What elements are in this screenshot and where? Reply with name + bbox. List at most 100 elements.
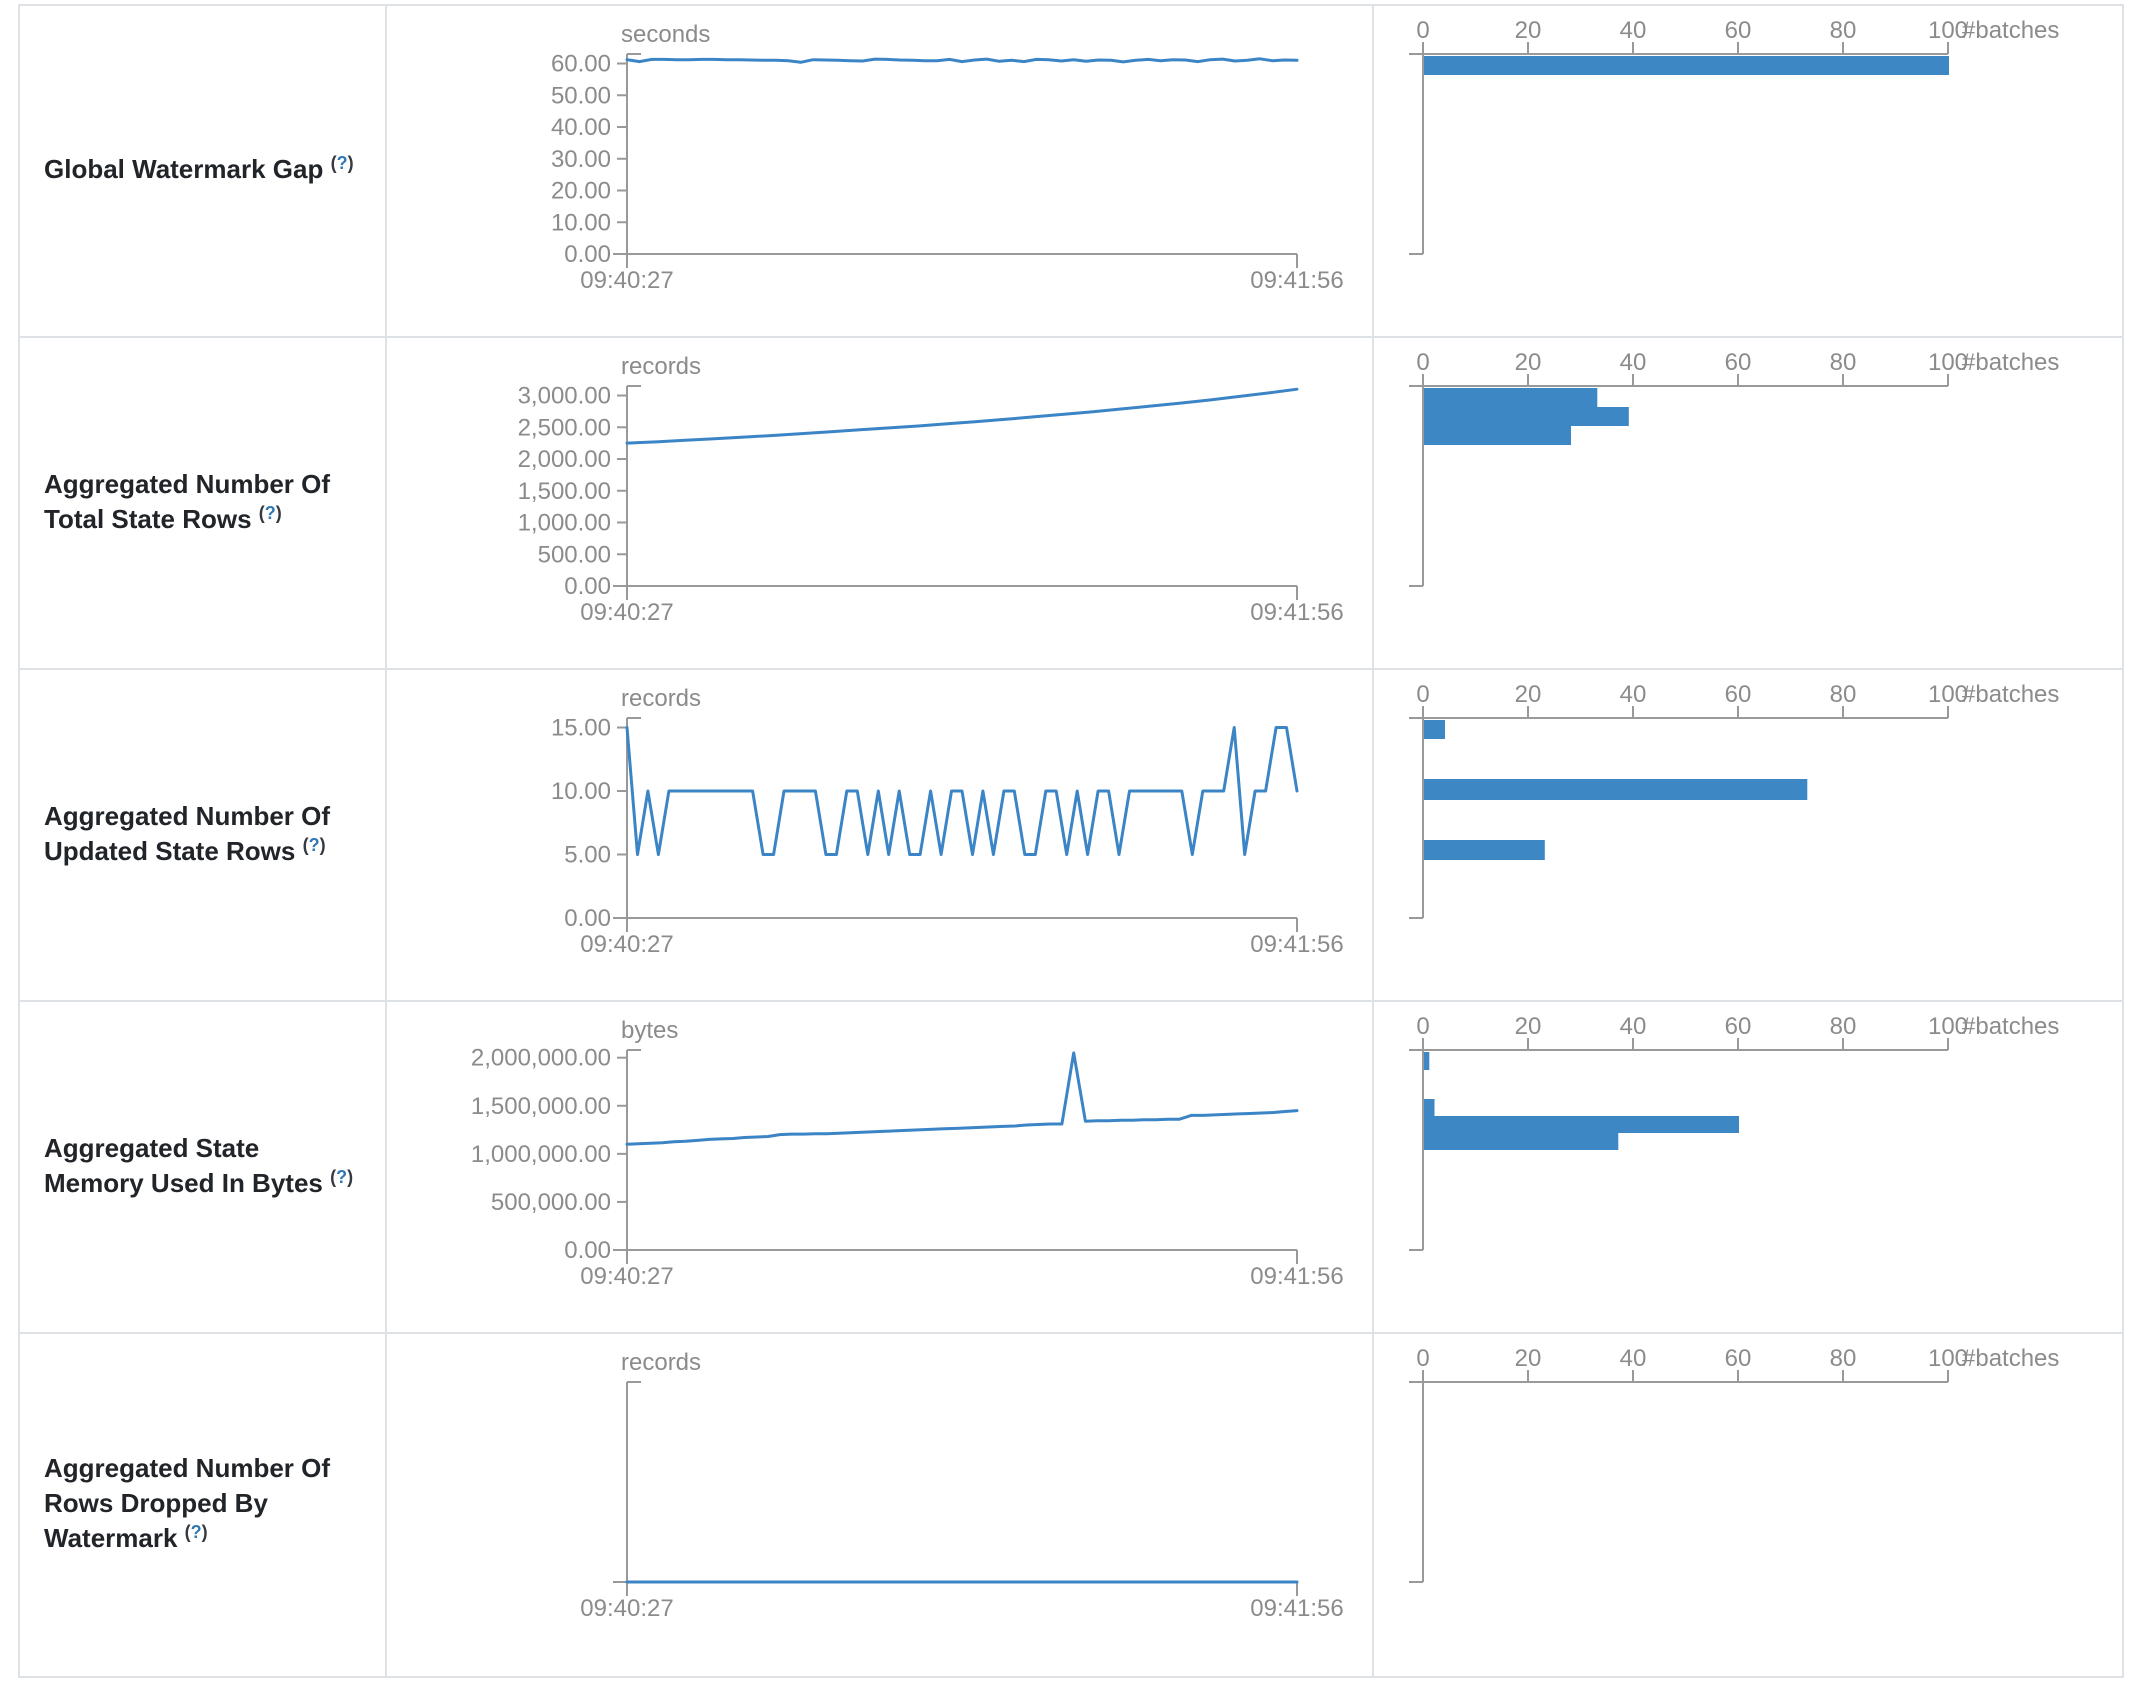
svg-text:0.00: 0.00	[564, 905, 611, 932]
svg-text:0: 0	[1416, 1013, 1429, 1040]
svg-text:2,500.00: 2,500.00	[518, 414, 611, 441]
svg-text:80: 80	[1830, 17, 1857, 44]
histogram-chart: 0 20 40 60 80 100#batches	[1409, 17, 2059, 255]
svg-text:#batches: #batches	[1962, 1013, 2059, 1040]
svg-text:50.00: 50.00	[551, 82, 611, 109]
svg-text:40: 40	[1620, 1013, 1647, 1040]
svg-text:100: 100	[1928, 681, 1968, 708]
metric-row-global-watermark-gap: Global Watermark Gap (?) seconds 60.00 50.…	[20, 6, 2122, 338]
svg-text:3,000.00: 3,000.00	[518, 383, 611, 410]
metric-label-cell: Aggregated Number Of Total State Rows (?…	[20, 338, 387, 668]
svg-text:0.00: 0.00	[564, 1237, 611, 1264]
svg-text:0: 0	[1416, 1345, 1429, 1372]
metric-row-updated-state-rows: Aggregated Number Of Updated State Rows …	[20, 670, 2122, 1002]
metric-row-rows-dropped-by-watermark: Aggregated Number Of Rows Dropped By Wat…	[20, 1334, 2122, 1676]
svg-text:0.00: 0.00	[564, 241, 611, 268]
svg-text:30.00: 30.00	[551, 146, 611, 173]
svg-text:60: 60	[1725, 1013, 1752, 1040]
help-link[interactable]: (?)	[330, 1166, 354, 1187]
svg-text:09:41:56: 09:41:56	[1250, 267, 1343, 294]
histogram-chart: 0 20 40 60 80 100#batches	[1409, 1345, 2059, 1583]
svg-text:#batches: #batches	[1962, 1345, 2059, 1372]
metric-label-text: Aggregated Number Of Updated State Rows	[44, 800, 331, 866]
help-question-icon: ?	[336, 1166, 348, 1187]
metric-label-cell: Global Watermark Gap (?)	[20, 6, 387, 336]
svg-text:1,000,000.00: 1,000,000.00	[471, 1141, 611, 1168]
svg-text:1,500,000.00: 1,500,000.00	[471, 1093, 611, 1120]
help-question-icon: ?	[336, 153, 348, 173]
timeline-cell: records 3,000.00 2,500.00 2,000.00 1,500.00 1…	[387, 338, 1374, 668]
svg-text:60: 60	[1725, 681, 1752, 708]
svg-text:seconds: seconds	[621, 21, 710, 48]
svg-text:10.00: 10.00	[551, 209, 611, 236]
svg-text:20: 20	[1515, 17, 1542, 44]
svg-text:15.00: 15.00	[551, 715, 611, 742]
histogram-cell: 0 20 40 60 80 100 #batches	[1374, 1334, 2122, 1676]
svg-text:20: 20	[1515, 1013, 1542, 1040]
help-question-icon: ?	[308, 834, 320, 855]
svg-text:09:40:27: 09:40:27	[580, 931, 673, 958]
timeline-chart: bytes 2,000,000.00 1,500,000.00 1,000,000.0…	[471, 1017, 1344, 1290]
svg-text:0: 0	[1416, 681, 1429, 708]
metric-label: Aggregated Number Of Updated State Rows …	[44, 799, 365, 872]
svg-text:80: 80	[1830, 1345, 1857, 1372]
metric-label: Aggregated Number Of Total State Rows (?…	[44, 467, 365, 540]
metric-label-text: Aggregated State Memory Used In Bytes	[44, 1132, 323, 1198]
metric-label-cell: Aggregated Number Of Updated State Rows …	[20, 670, 387, 1000]
help-link[interactable]: (?)	[302, 834, 326, 855]
svg-text:100: 100	[1928, 1345, 1968, 1372]
svg-text:20: 20	[1515, 681, 1542, 708]
svg-text:records: records	[621, 353, 701, 380]
histogram-cell: 0 20 40 60 80 100 #batches	[1374, 1002, 2122, 1332]
metric-label: Aggregated Number Of Rows Dropped By Wat…	[44, 1451, 365, 1559]
svg-text:2,000.00: 2,000.00	[518, 446, 611, 473]
svg-text:bytes: bytes	[621, 1017, 678, 1044]
svg-text:100: 100	[1928, 17, 1968, 44]
timeline-cell: bytes 2,000,000.00 1,500,000.00 1,000,000.0…	[387, 1002, 1374, 1332]
svg-text:40: 40	[1620, 1345, 1647, 1372]
svg-text:09:41:56: 09:41:56	[1250, 599, 1343, 626]
svg-text:80: 80	[1830, 1013, 1857, 1040]
svg-text:0.00: 0.00	[564, 573, 611, 600]
timeline-chart: seconds 60.00 50.00 40.00 30.00 20.00 10.00 0.0…	[551, 21, 1344, 294]
svg-text:100: 100	[1928, 1013, 1968, 1040]
metric-label-cell: Aggregated State Memory Used In Bytes (?…	[20, 1002, 387, 1332]
svg-text:20.00: 20.00	[551, 178, 611, 205]
svg-text:#batches: #batches	[1962, 17, 2059, 44]
svg-text:09:40:27: 09:40:27	[580, 599, 673, 626]
svg-text:80: 80	[1830, 349, 1857, 376]
timeline-chart: records 09:40:27 09:41:56	[580, 1349, 1343, 1622]
timeline-chart: records 3,000.00 2,500.00 2,000.00 1,500.00 1…	[518, 353, 1344, 626]
svg-text:09:40:27: 09:40:27	[580, 267, 673, 294]
histogram-chart: 0 20 40 60 80 100#batches	[1409, 349, 2059, 587]
svg-text:09:41:56: 09:41:56	[1250, 931, 1343, 958]
svg-text:40: 40	[1620, 681, 1647, 708]
svg-text:#batches: #batches	[1962, 349, 2059, 376]
svg-text:5.00: 5.00	[564, 842, 611, 869]
metric-label-text: Global Watermark Gap	[44, 154, 324, 184]
metric-row-state-memory-bytes: Aggregated State Memory Used In Bytes (?…	[20, 1002, 2122, 1334]
histogram-chart: 0 20 40 60 80 100#batches	[1409, 1013, 2059, 1251]
help-link[interactable]: (?)	[258, 502, 282, 523]
svg-text:20: 20	[1515, 1345, 1542, 1372]
histogram-cell: 0 20 40 60 80 100 #batches	[1374, 6, 2122, 336]
svg-text:40.00: 40.00	[551, 114, 611, 141]
svg-text:09:40:27: 09:40:27	[580, 1263, 673, 1290]
metric-label: Global Watermark Gap (?)	[44, 152, 354, 190]
svg-text:20: 20	[1515, 349, 1542, 376]
histogram-cell: 0 20 40 60 80 100 #batches	[1374, 338, 2122, 668]
svg-text:09:41:56: 09:41:56	[1250, 1263, 1343, 1290]
svg-text:1,000.00: 1,000.00	[518, 510, 611, 537]
svg-text:09:40:27: 09:40:27	[580, 1595, 673, 1622]
svg-text:2,000,000.00: 2,000,000.00	[471, 1045, 611, 1072]
metric-label: Aggregated State Memory Used In Bytes (?…	[44, 1131, 365, 1204]
timeline-cell: records 15.00 10.00 5.00 0.00 09:40:27 09:41:5…	[387, 670, 1374, 1000]
help-question-icon: ?	[190, 1522, 202, 1542]
help-link[interactable]: (?)	[184, 1522, 208, 1542]
streaming-metrics-table: Global Watermark Gap (?) seconds 60.00 50.…	[18, 4, 2124, 1678]
svg-text:500,000.00: 500,000.00	[491, 1189, 611, 1216]
svg-text:40: 40	[1620, 17, 1647, 44]
help-link[interactable]: (?)	[330, 153, 354, 173]
svg-text:60: 60	[1725, 17, 1752, 44]
svg-text:500.00: 500.00	[538, 541, 611, 568]
